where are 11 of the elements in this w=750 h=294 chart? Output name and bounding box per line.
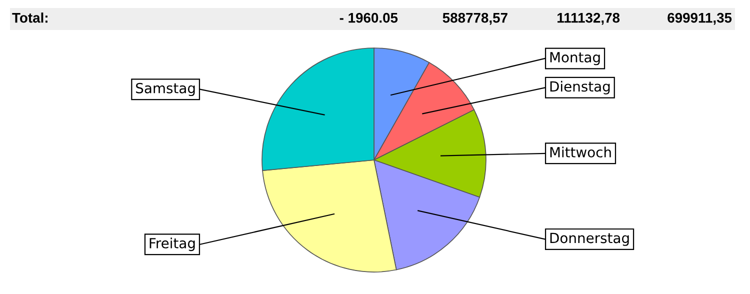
slice-label: Donnerstag bbox=[550, 232, 629, 246]
text: - 1960.05 bbox=[340, 12, 398, 23]
slice-label: Montag bbox=[550, 52, 600, 66]
slice-label: Freitag bbox=[150, 238, 195, 252]
text: Total: bbox=[12, 12, 48, 23]
text: 111132,78 bbox=[558, 12, 620, 25]
slice-label: Mittwoch bbox=[550, 146, 611, 158]
text: 588778,57 bbox=[442, 12, 508, 25]
slice-label: Dienstag bbox=[550, 80, 610, 94]
text: 699911,35 bbox=[668, 12, 732, 25]
slice-label: Samstag bbox=[136, 82, 195, 96]
